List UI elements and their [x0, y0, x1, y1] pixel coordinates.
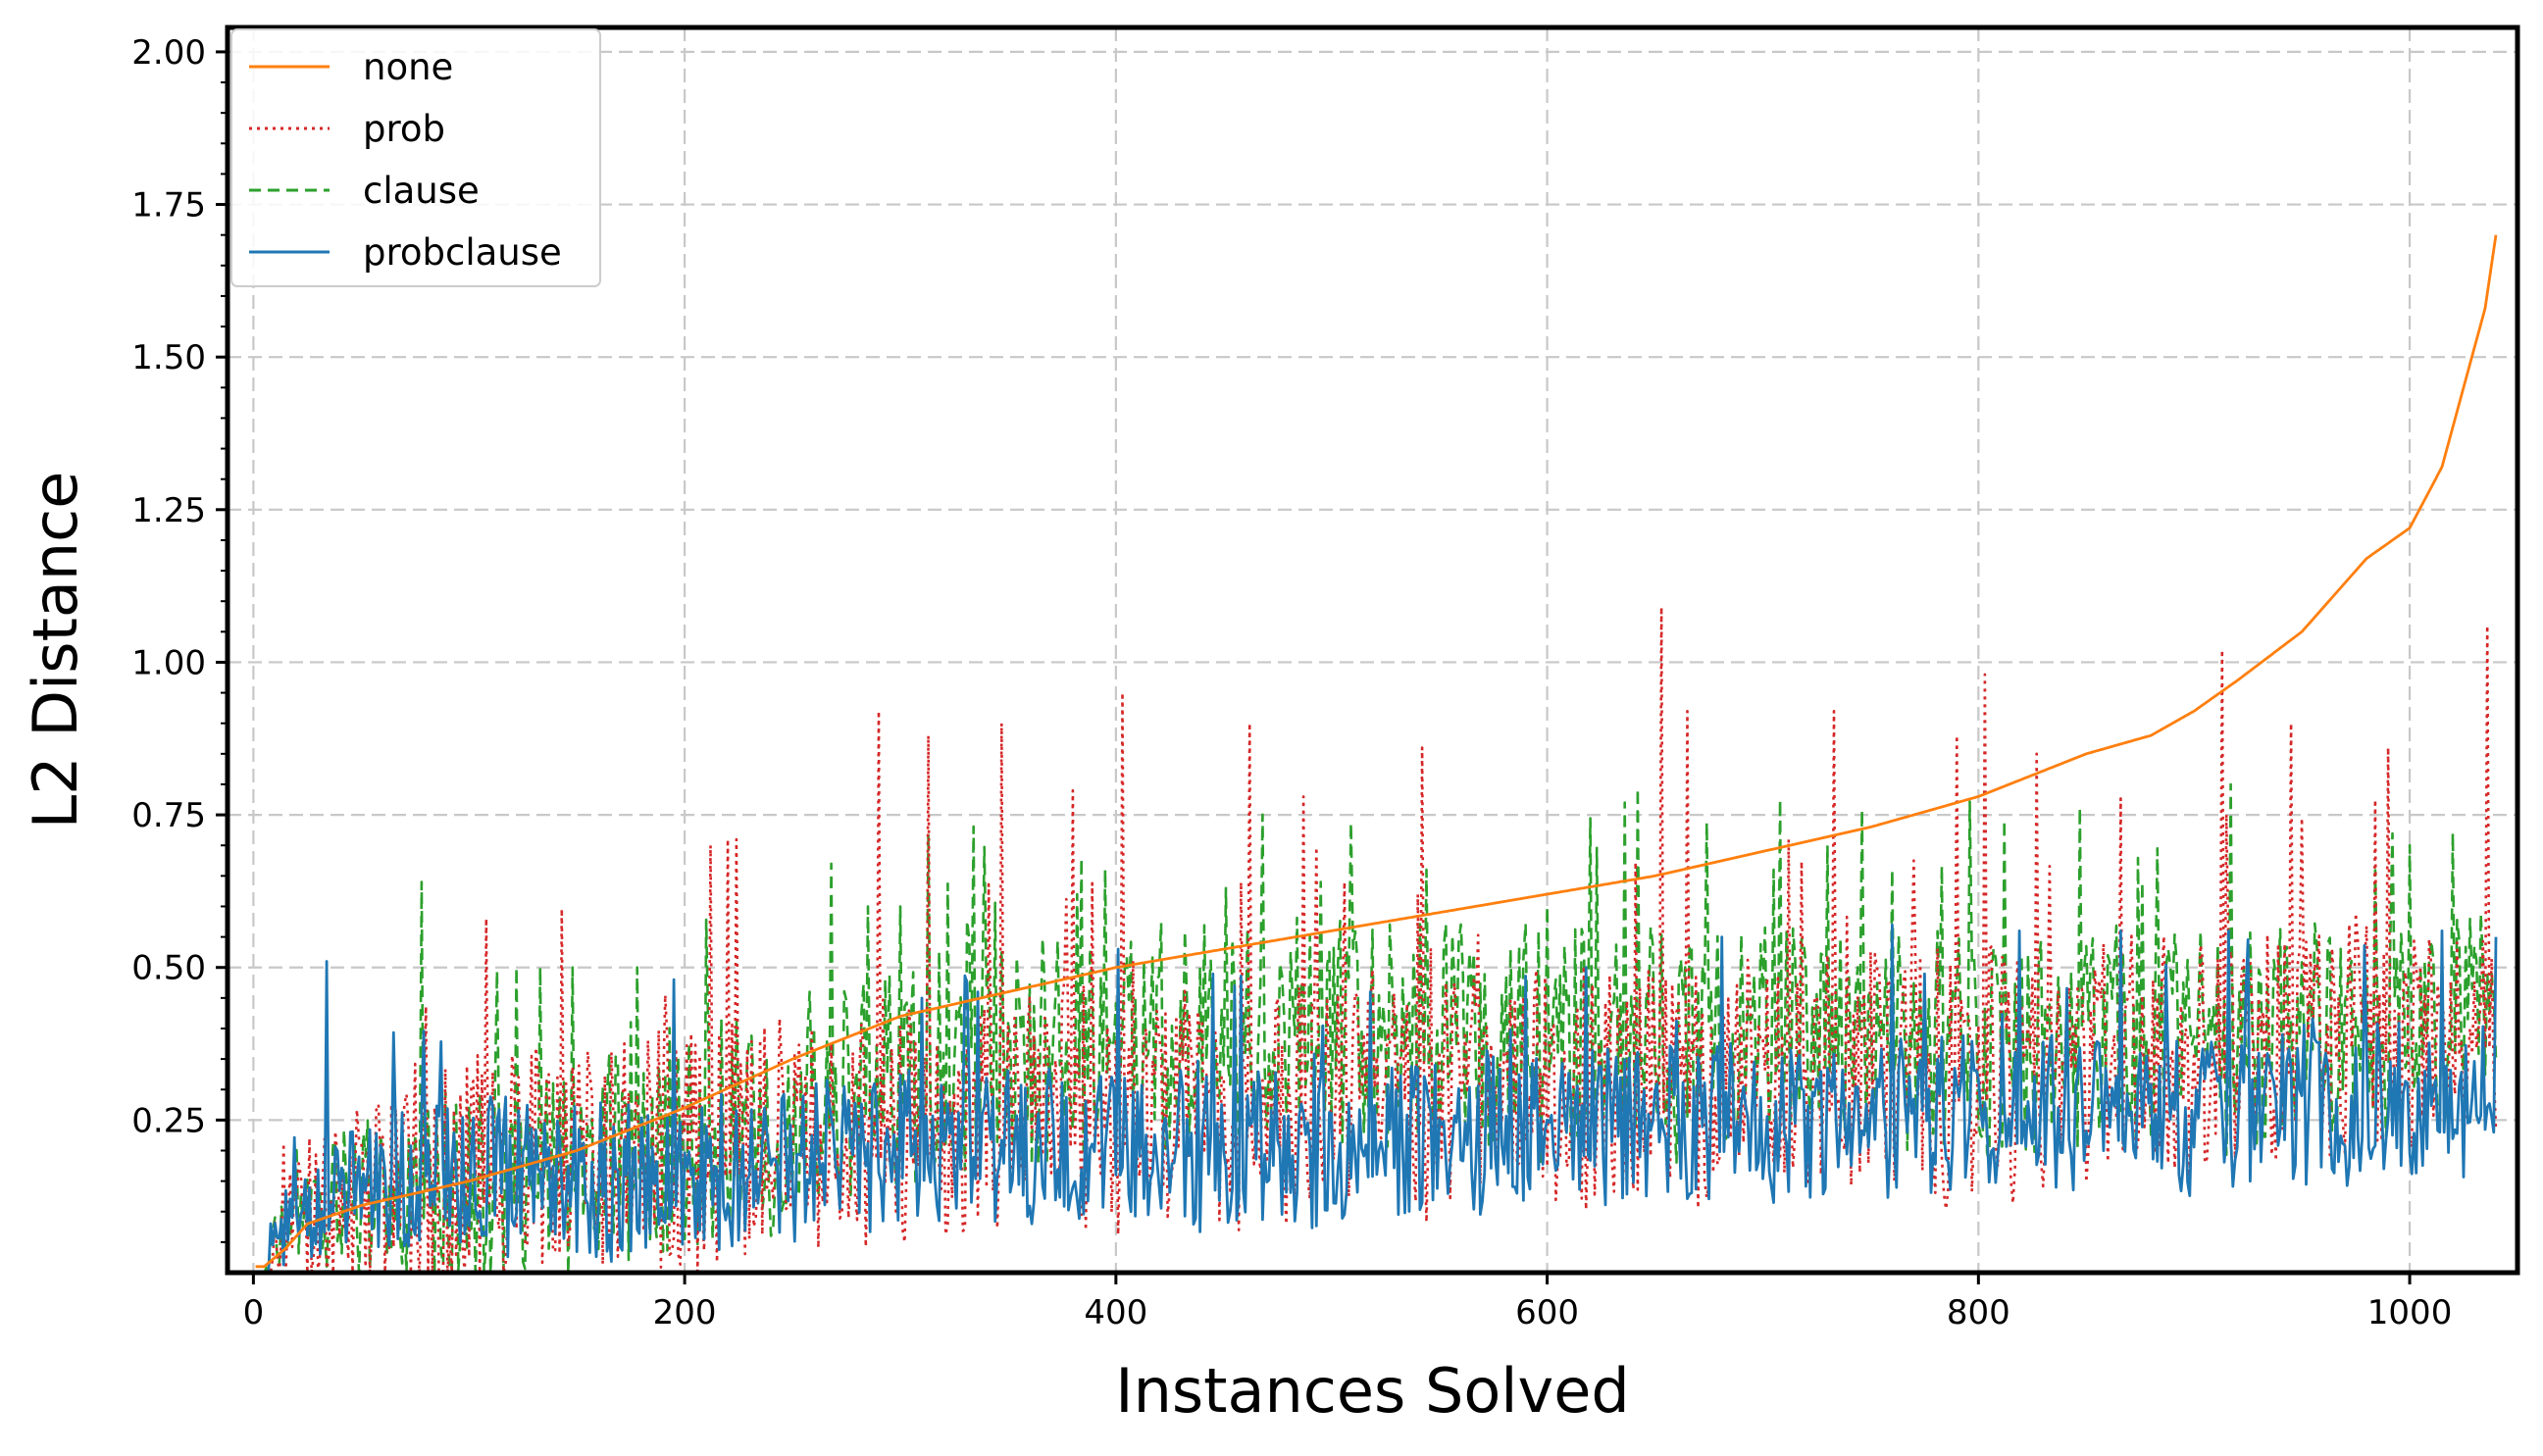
legend-label-prob: prob — [363, 108, 445, 150]
axis-ticks: 0 200 400 600 800 1000 0.25 0.50 0.75 1.00 1.25 1.5… — [131, 33, 2452, 1332]
x-tick-label-5: 1000 — [2367, 1293, 2453, 1332]
legend-label-clause: clause — [363, 170, 480, 212]
y-tick-label-0: 0.25 — [131, 1101, 206, 1140]
x-axis-label: Instances Solved — [1115, 1355, 1629, 1427]
legend-entry-none: none — [249, 46, 453, 88]
series-group — [255, 234, 2498, 1275]
y-axis-label: L2 Distance — [20, 472, 91, 829]
x-tick-label-2: 400 — [1084, 1293, 1147, 1332]
x-tick-label-1: 200 — [653, 1293, 717, 1332]
legend-entry-clause: clause — [249, 170, 480, 212]
x-tick-label-0: 0 — [243, 1293, 265, 1332]
y-tick-label-3: 1.00 — [131, 643, 206, 682]
legend-label-probclause: probclause — [363, 231, 562, 274]
legend-box — [230, 28, 601, 287]
series-line-clause — [263, 782, 2498, 1275]
grid — [228, 27, 2518, 1273]
legend: none prob clause probclause — [230, 28, 601, 287]
y-tick-label-6: 1.75 — [131, 186, 206, 226]
x-tick-label-4: 800 — [1947, 1293, 2010, 1332]
plot-frame — [225, 25, 2520, 1276]
y-tick-label-4: 1.25 — [131, 491, 206, 530]
series-line-probclause — [264, 923, 2498, 1275]
y-tick-label-7: 2.00 — [131, 33, 206, 73]
legend-entry-prob: prob — [249, 108, 445, 150]
series-line-none — [255, 234, 2498, 1269]
y-tick-label-2: 0.75 — [131, 796, 206, 835]
y-tick-label-1: 0.50 — [131, 949, 206, 988]
legend-entry-probclause: probclause — [249, 231, 562, 274]
x-tick-label-3: 600 — [1515, 1293, 1579, 1332]
legend-label-none: none — [363, 46, 453, 88]
y-tick-label-5: 1.50 — [131, 338, 206, 377]
